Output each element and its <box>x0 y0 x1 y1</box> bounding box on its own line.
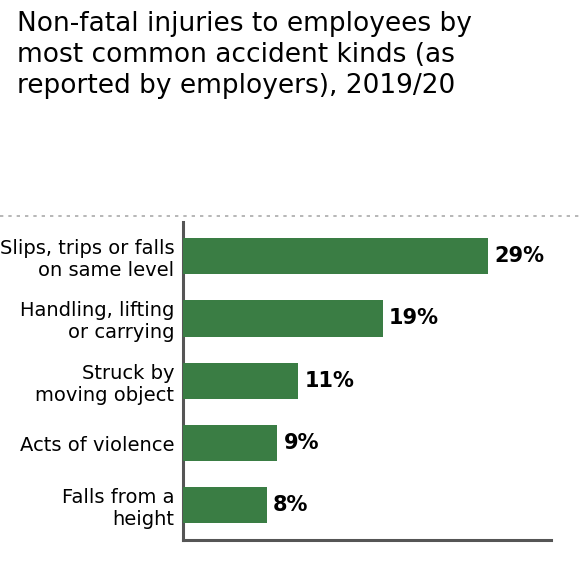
Text: 9%: 9% <box>284 433 319 453</box>
Text: 19%: 19% <box>389 309 439 329</box>
Text: Non-fatal injuries to employees by
most common accident kinds (as
reported by em: Non-fatal injuries to employees by most … <box>17 11 472 99</box>
Bar <box>183 487 267 523</box>
Bar <box>183 238 488 274</box>
Text: 8%: 8% <box>273 495 309 515</box>
Bar <box>183 362 299 399</box>
Bar <box>183 425 277 461</box>
Text: 29%: 29% <box>494 246 544 266</box>
Bar <box>183 301 383 337</box>
Text: 11%: 11% <box>304 371 354 391</box>
